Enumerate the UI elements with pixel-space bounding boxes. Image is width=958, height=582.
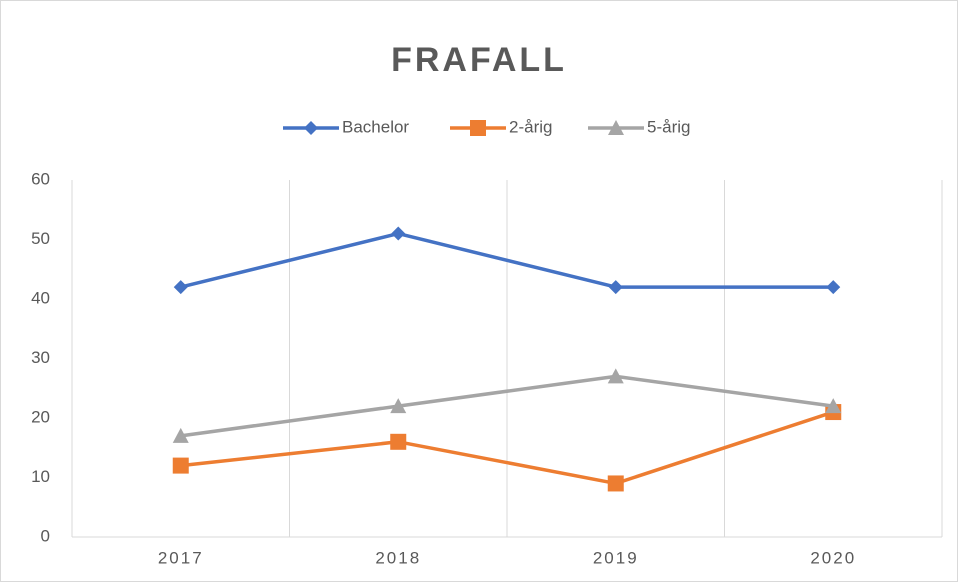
legend-label: 2-årig [509,117,552,136]
marker [607,475,624,492]
marker [390,398,407,414]
y-tick-label: 0 [41,526,50,545]
legend-label: 5-årig [647,117,690,136]
series-line [180,374,834,438]
marker [391,226,406,241]
legend-marker [304,121,318,135]
marker [608,280,623,295]
legend-marker [608,120,624,135]
marker [826,280,841,295]
marker [390,433,407,450]
y-tick-label: 60 [31,169,50,188]
legend-marker [470,120,486,136]
x-tick-label: 2019 [593,548,639,567]
y-tick-label: 30 [31,348,50,367]
y-tick-label: 40 [31,288,50,307]
series-line [180,231,834,289]
y-tick-label: 50 [31,229,50,248]
marker [173,280,188,295]
marker [607,368,624,384]
x-tick-label: 2020 [810,548,856,567]
marker [825,398,842,414]
marker [172,457,189,474]
x-tick-label: 2018 [375,548,421,567]
y-tick-label: 20 [31,407,50,426]
legend-label: Bachelor [342,117,409,136]
chart-title: FRAFALL [391,41,567,79]
y-tick-label: 10 [31,467,50,486]
marker [172,427,189,443]
x-tick-label: 2017 [158,548,204,567]
series-line [180,410,834,486]
